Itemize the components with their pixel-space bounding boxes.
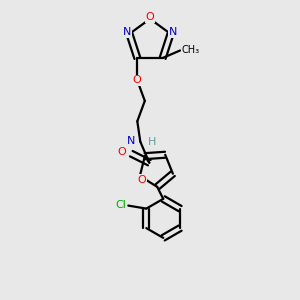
Text: N: N bbox=[127, 136, 135, 146]
Text: O: O bbox=[146, 12, 154, 22]
Text: O: O bbox=[137, 175, 146, 184]
Text: N: N bbox=[169, 27, 177, 37]
Text: H: H bbox=[148, 137, 156, 147]
Text: O: O bbox=[117, 147, 126, 157]
Text: CH₃: CH₃ bbox=[182, 45, 200, 55]
Text: N: N bbox=[123, 27, 131, 37]
Text: Cl: Cl bbox=[115, 200, 126, 210]
Text: O: O bbox=[132, 76, 141, 85]
